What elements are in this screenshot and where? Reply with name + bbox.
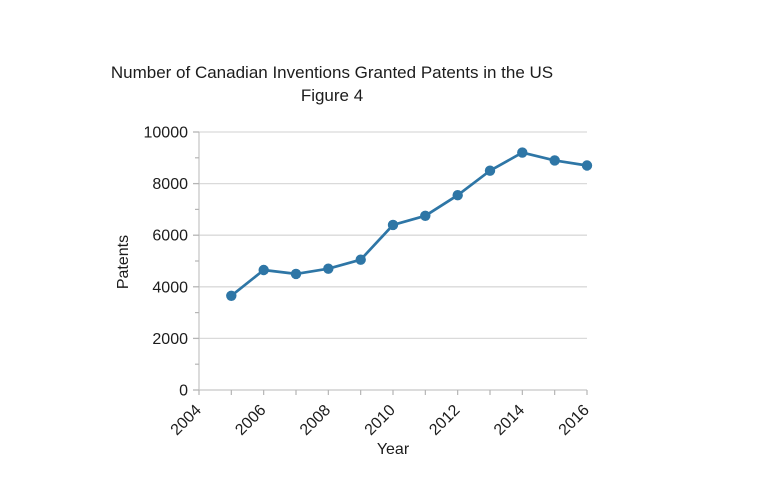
- chart-title: Number of Canadian Inventions Granted Pa…: [110, 63, 554, 82]
- y-tick-label: 2000: [152, 331, 188, 348]
- data-point: [226, 290, 237, 301]
- x-tick-label: 2012: [426, 402, 463, 439]
- x-tick-label: 2006: [232, 402, 269, 439]
- data-point: [355, 254, 366, 265]
- y-tick-label: 10000: [144, 125, 189, 142]
- data-point: [452, 190, 463, 201]
- data-line: [229, 151, 589, 298]
- y-tick-label: 8000: [152, 176, 188, 193]
- chart-subtitle: Figure 4: [300, 86, 364, 105]
- x-axis-title: Year: [376, 441, 410, 458]
- x-tick-label: 2004: [168, 402, 205, 439]
- data-point: [549, 155, 560, 166]
- y-tick-label: 0: [179, 383, 188, 400]
- x-tick-label: 2016: [556, 402, 593, 439]
- data-point: [290, 268, 302, 280]
- data-point: [420, 210, 431, 221]
- chart-title-block: Number of Canadian Inventions Granted Pa…: [0, 61, 664, 107]
- y-tick-label: 4000: [152, 279, 188, 296]
- data-point: [387, 219, 399, 231]
- data-point: [323, 263, 334, 274]
- x-tick-label: 2008: [297, 402, 334, 439]
- data-point: [581, 160, 593, 171]
- data-point: [258, 264, 269, 276]
- y-tick-label: 6000: [152, 228, 188, 245]
- data-point: [517, 147, 528, 158]
- x-tick-label: 2010: [362, 402, 399, 439]
- x-tick-label: 2014: [491, 402, 528, 439]
- data-point: [484, 165, 496, 176]
